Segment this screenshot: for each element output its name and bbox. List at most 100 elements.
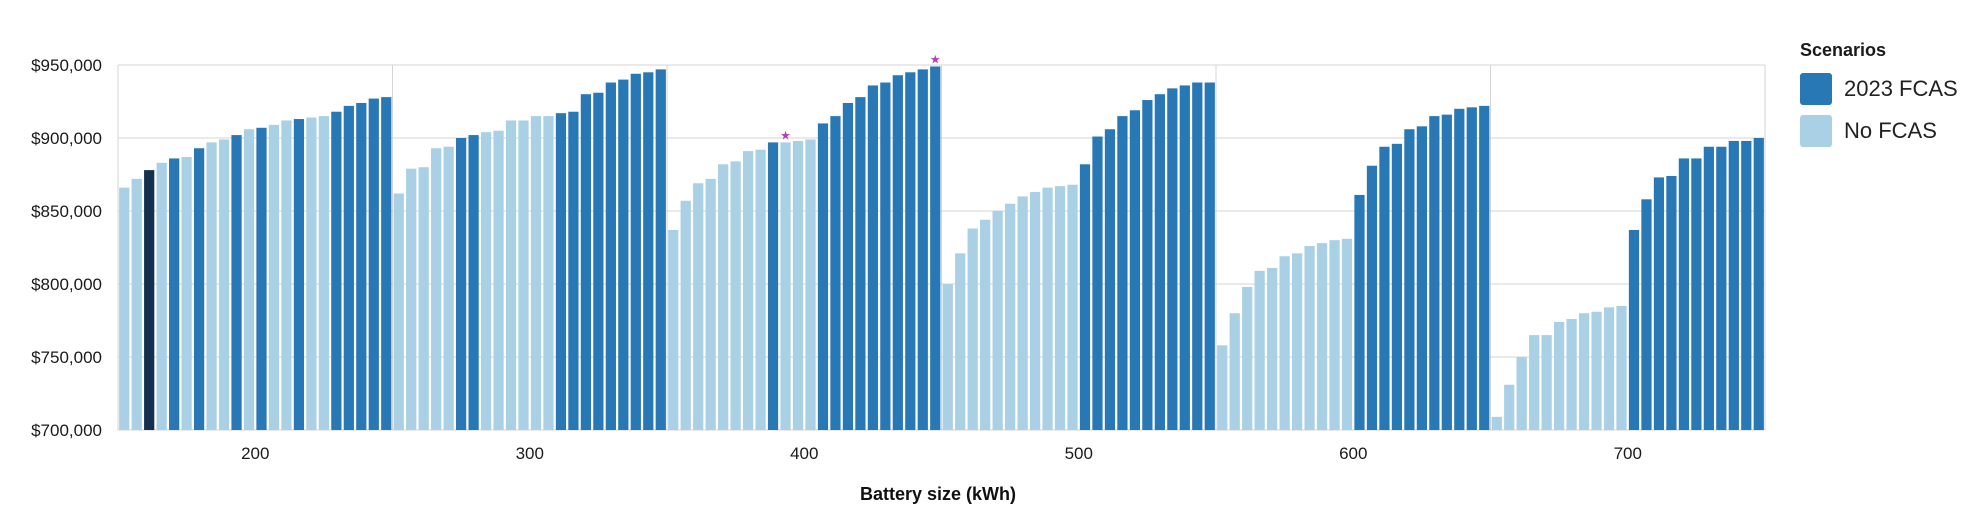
bar: [555, 113, 567, 431]
bar: [767, 142, 779, 430]
bar: [368, 98, 379, 430]
bar: [1479, 105, 1490, 430]
bar: [1628, 229, 1640, 430]
bar: [1578, 313, 1590, 430]
bar: [156, 162, 167, 430]
y-tick-label: $850,000: [31, 202, 102, 221]
bar: [243, 129, 255, 431]
x-tick-label: 500: [1065, 444, 1093, 463]
bar: [144, 170, 155, 430]
markers: ★★: [780, 52, 940, 142]
bar: [680, 200, 691, 430]
bar: [1005, 203, 1016, 430]
bar: [568, 111, 579, 430]
y-tick-label: $700,000: [31, 421, 102, 440]
bar: [1117, 116, 1128, 430]
bar: [830, 116, 841, 430]
bar: [1703, 146, 1714, 430]
legend-item-no-fcas[interactable]: No FCAS: [1800, 115, 1958, 147]
bar: [980, 219, 991, 430]
legend-item-2023-fcas[interactable]: 2023 FCAS: [1800, 73, 1958, 105]
bar: [1454, 108, 1465, 431]
bar: [1341, 238, 1353, 430]
bar: [193, 148, 205, 430]
bar: [905, 72, 916, 431]
bars: [119, 66, 1764, 431]
bar: [530, 116, 542, 430]
bar: [1154, 94, 1165, 430]
bar: [1379, 146, 1390, 430]
x-axis-title: Battery size (kWh): [860, 484, 1016, 504]
x-tick-label: 200: [241, 444, 269, 463]
bar: [1491, 416, 1502, 430]
bar: [543, 116, 554, 430]
bar: [1291, 253, 1303, 430]
bar: [780, 142, 791, 430]
legend: Scenarios 2023 FCAS No FCAS: [1800, 40, 1958, 157]
bar: [1329, 240, 1340, 430]
bar: [992, 211, 1003, 430]
bar: [1666, 175, 1677, 430]
bar: [1391, 143, 1403, 430]
bar: [493, 130, 504, 430]
x-tick-label: 700: [1614, 444, 1642, 463]
bar: [306, 117, 317, 430]
bar: [256, 127, 267, 430]
bar: [119, 187, 130, 430]
bar: [693, 183, 704, 430]
bar: [1554, 321, 1565, 430]
bar: [967, 228, 978, 430]
grid-lines: [117, 64, 1766, 431]
bar: [1653, 177, 1665, 430]
bar: [1179, 85, 1190, 430]
bar: [169, 158, 180, 430]
bar: [268, 124, 280, 431]
bar: [892, 75, 903, 430]
bar: [792, 140, 804, 431]
bar: [331, 111, 342, 430]
bar: [1504, 384, 1515, 430]
bar: [293, 119, 305, 431]
x-tick-label: 600: [1339, 444, 1367, 463]
bar: [356, 102, 367, 431]
bar: [605, 82, 616, 431]
bar: [1017, 196, 1028, 430]
bar: [855, 97, 866, 431]
bar: [1404, 129, 1415, 431]
bar: [505, 120, 517, 430]
bar: [742, 151, 754, 430]
bar: [930, 66, 941, 431]
bar: [1354, 194, 1365, 430]
bar: [705, 178, 716, 430]
bar: [1304, 246, 1315, 430]
bar: [1242, 286, 1253, 430]
bar: [343, 105, 354, 430]
legend-swatch-no-fcas: [1800, 115, 1832, 147]
bar: [1728, 140, 1739, 431]
bar: [1716, 146, 1727, 430]
bar: [1603, 307, 1615, 430]
bar: [618, 79, 629, 430]
bar: [1429, 116, 1440, 430]
bar: [1067, 184, 1078, 430]
bar: [643, 72, 654, 431]
legend-label-2023-fcas: 2023 FCAS: [1844, 76, 1958, 101]
bar: [393, 193, 404, 430]
bar: [1029, 192, 1041, 430]
bar: [1529, 335, 1540, 430]
bar: [1092, 136, 1103, 431]
x-tick-label: 400: [790, 444, 818, 463]
bar: [942, 284, 953, 430]
bar: [1042, 187, 1053, 430]
y-tick-label: $750,000: [31, 348, 102, 367]
bar: [1691, 158, 1702, 430]
bar: [668, 229, 679, 430]
bar: [1104, 129, 1116, 431]
bar: [406, 168, 417, 430]
bar: [443, 146, 454, 430]
y-tick-label: $800,000: [31, 275, 102, 294]
x-axis-ticks: 200 300 400 500 600 700: [241, 444, 1642, 463]
bar: [1316, 243, 1328, 430]
bar: [817, 123, 829, 431]
